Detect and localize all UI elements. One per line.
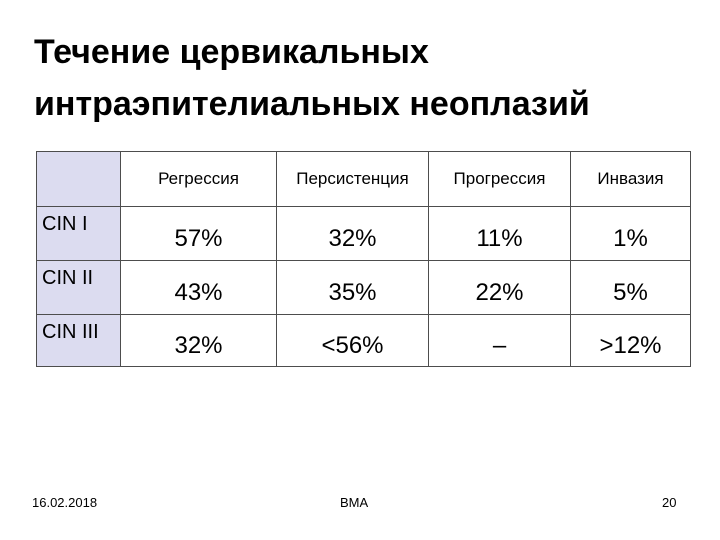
row-label-cin-2: CIN II — [36, 260, 121, 315]
column-header-invasion: Инвазия — [570, 151, 691, 207]
table-cell: 22% — [428, 260, 571, 315]
table-row: CIN II 43% 35% 22% 5% — [36, 260, 691, 315]
table-cell: 32% — [120, 314, 277, 367]
slide-title-line-2: интраэпителиальных неоплазий — [34, 85, 590, 123]
table-cell: 57% — [120, 206, 277, 261]
footer-date: 16.02.2018 — [32, 495, 98, 510]
table-cell: <56% — [276, 314, 429, 367]
table-cell: 43% — [120, 260, 277, 315]
column-header-persistence: Персистенция — [276, 151, 429, 207]
table-cell: 5% — [570, 260, 691, 315]
table-cell: >12% — [570, 314, 691, 367]
table-header-row: Регрессия Персистенция Прогрессия Инвази… — [36, 151, 691, 207]
table-cell: 35% — [276, 260, 429, 315]
footer-page-number: 20 — [662, 495, 677, 510]
table-cell: 11% — [428, 206, 571, 261]
outcome-table: Регрессия Персистенция Прогрессия Инвази… — [36, 151, 691, 367]
row-label-cin-3: CIN III — [36, 314, 121, 367]
table-corner-cell — [36, 151, 121, 207]
table-cell: 1% — [570, 206, 691, 261]
column-header-regression: Регрессия — [120, 151, 277, 207]
table-row: CIN I 57% 32% 11% 1% — [36, 206, 691, 261]
slide-title-line-1: Течение цервикальных — [34, 33, 429, 71]
footer-center-text: ВМА — [340, 495, 369, 510]
column-header-progression: Прогрессия — [428, 151, 571, 207]
slide-title: Течение цервикальных интраэпителиальных … — [34, 26, 694, 130]
row-label-cin-1: CIN I — [36, 206, 121, 261]
table-row: CIN III 32% <56% – >12% — [36, 314, 691, 367]
table-cell: – — [428, 314, 571, 367]
table-cell: 32% — [276, 206, 429, 261]
